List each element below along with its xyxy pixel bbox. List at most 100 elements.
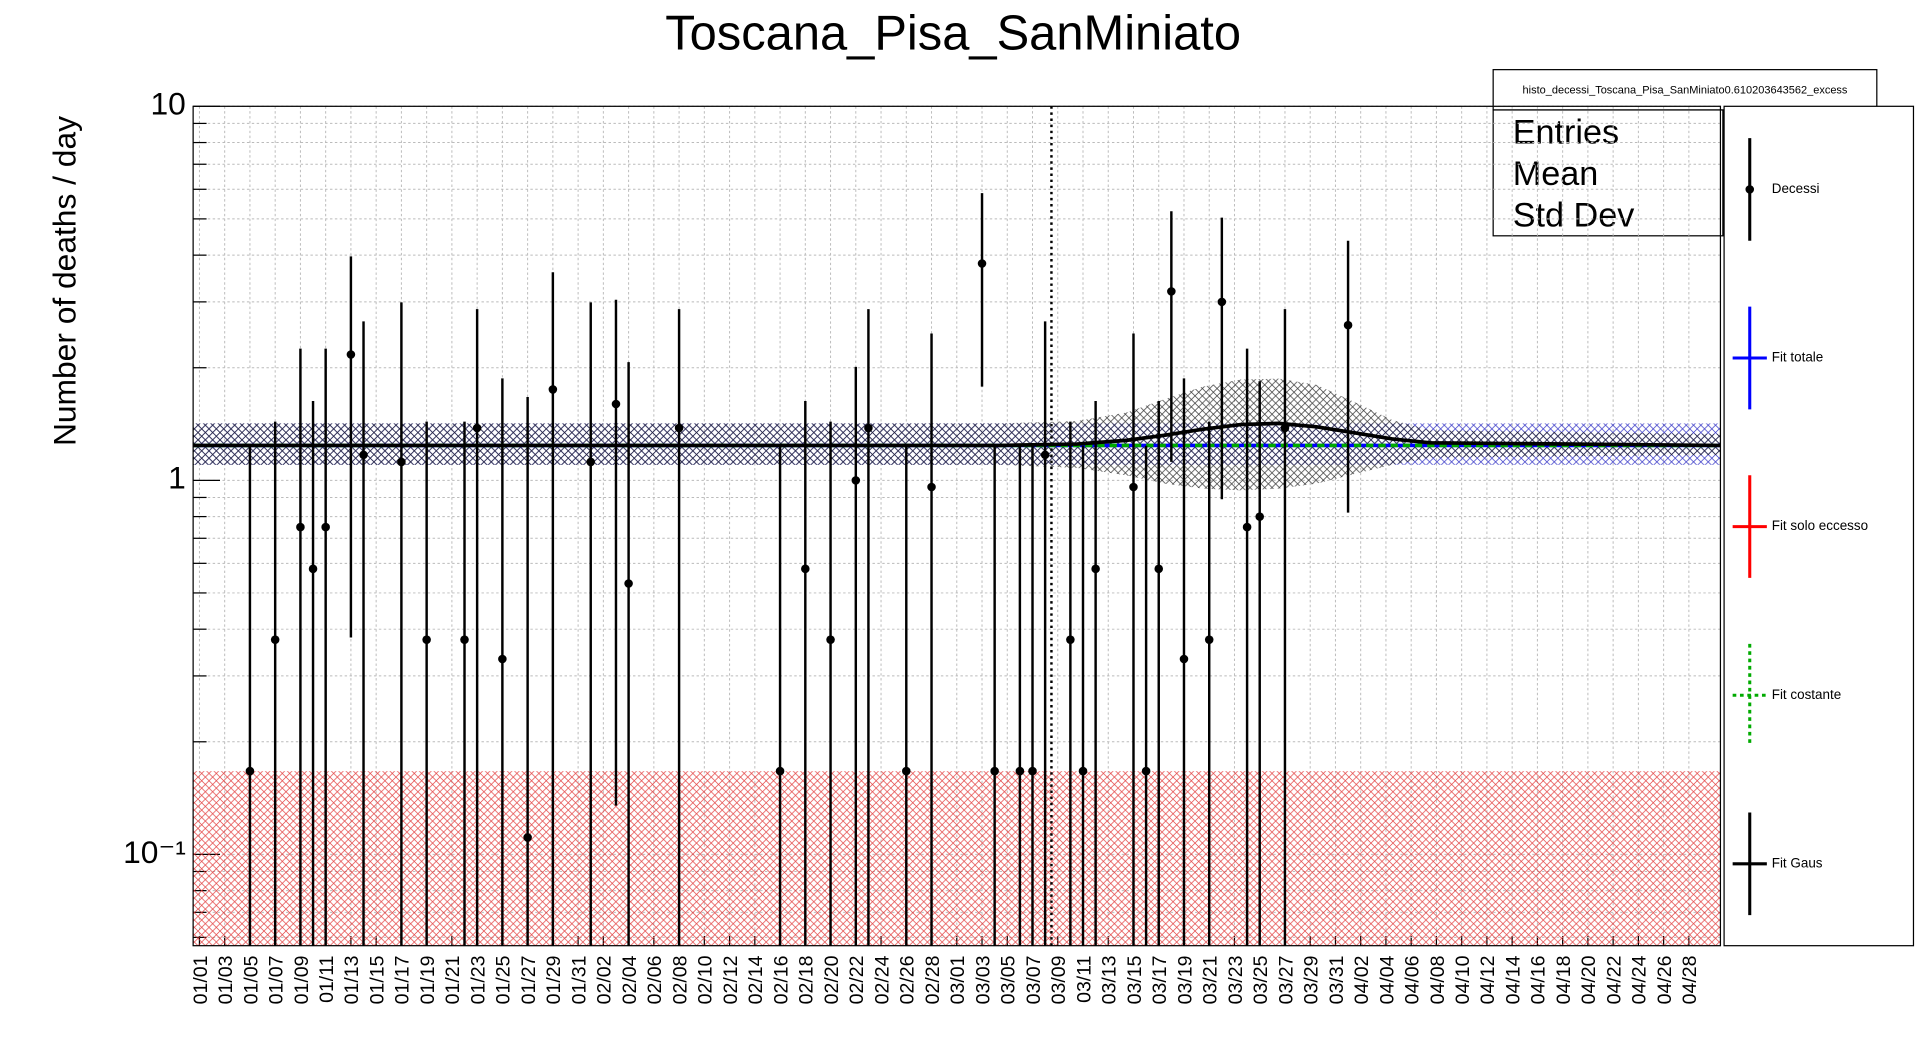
x-tick-label: 01/13 (341, 955, 363, 1004)
data-point (460, 635, 469, 644)
plot-frame (192, 105, 1722, 947)
data-point (1141, 766, 1151, 776)
x-tick-label: 04/24 (1629, 955, 1651, 1004)
x-tick-label: 04/18 (1553, 955, 1575, 1004)
x-tick-label: 03/27 (1275, 955, 1297, 1004)
x-tick-label: 04/16 (1528, 955, 1550, 1004)
data-point (1179, 654, 1189, 664)
data-point (1040, 450, 1050, 460)
data-point (1129, 482, 1138, 492)
x-tick-label: 01/07 (266, 955, 288, 1004)
data-point (523, 833, 532, 842)
error-band (193, 378, 1721, 491)
x-tick-label: 04/26 (1654, 955, 1676, 1004)
data-point (1028, 766, 1037, 776)
stats-label: Mean (1513, 155, 1599, 193)
legend-label: Fit totale (1772, 350, 1824, 365)
histogram-title-box (1492, 69, 1878, 111)
x-tick-label: 04/04 (1376, 955, 1398, 1004)
x-tick-label: 01/05 (240, 955, 262, 1004)
x-tick-label: 02/12 (720, 955, 742, 1004)
x-tick-label: 03/21 (1200, 955, 1222, 1004)
x-tick-label: 02/02 (594, 955, 616, 1004)
x-tick-label: 02/24 (871, 955, 893, 1004)
x-tick-label: 03/19 (1174, 955, 1196, 1004)
x-tick-label: 03/17 (1149, 955, 1171, 1004)
data-point (611, 399, 621, 409)
x-tick-label: 04/02 (1351, 955, 1373, 1004)
x-tick-label: 01/03 (215, 955, 237, 1004)
histogram-title: histo_decessi_Toscana_Pisa_SanMiniato0.6… (1523, 84, 1848, 96)
data-point (548, 385, 558, 394)
x-tick-label: 01/19 (417, 955, 439, 1004)
data-point (624, 579, 633, 588)
x-tick-label: 03/07 (1023, 955, 1045, 1004)
data-point (472, 423, 482, 433)
x-tick-label: 02/20 (821, 955, 843, 1004)
y-axis-label: Number of deaths / day (47, 116, 83, 446)
data-point (977, 259, 987, 268)
x-tick-label: 01/31 (568, 955, 590, 1004)
data-point (296, 522, 305, 532)
data-point (1343, 320, 1353, 330)
data-point (1066, 635, 1075, 644)
data-point (674, 423, 684, 433)
y-tick-label: 1 (168, 460, 186, 496)
data-point (359, 450, 368, 460)
x-tick-label: 02/28 (922, 955, 944, 1004)
x-tick-label: 03/11 (1073, 955, 1095, 1002)
x-tick-label: 03/09 (1048, 955, 1070, 1004)
x-tick-label: 01/11 (316, 955, 338, 1002)
x-tick-label: 02/08 (669, 955, 691, 1004)
data-point (245, 766, 255, 776)
x-tick-label: 04/10 (1452, 955, 1474, 1004)
x-tick-label: 03/03 (972, 955, 994, 1004)
x-tick-label: 04/20 (1578, 955, 1600, 1004)
chart-title: Toscana_Pisa_SanMiniato (665, 7, 1241, 61)
stats-label: Std Dev (1513, 197, 1635, 235)
x-tick-label: 01/27 (518, 955, 540, 1004)
x-tick-label: 03/23 (1225, 955, 1247, 1004)
x-tick-label: 03/15 (1124, 955, 1146, 1004)
data-point (1255, 512, 1264, 521)
x-tick-label: 04/28 (1679, 955, 1701, 1004)
x-tick-label: 03/05 (998, 955, 1020, 1004)
data-point (826, 635, 835, 644)
data-point (586, 457, 596, 467)
x-tick-label: 04/14 (1502, 955, 1524, 1004)
data-point (1167, 287, 1176, 296)
data-point (321, 522, 330, 532)
data-point (498, 654, 507, 664)
data-point (308, 564, 318, 574)
x-tick-label: 03/25 (1250, 955, 1272, 1004)
data-point (851, 476, 861, 485)
data-point (990, 766, 999, 776)
x-tick-label: 03/31 (1326, 955, 1348, 1004)
fit-line (193, 421, 1721, 448)
x-tick-label: 02/16 (770, 955, 792, 1004)
data-point (902, 766, 911, 776)
x-tick-label: 04/08 (1427, 955, 1449, 1004)
legend-label: Fit Gaus (1772, 855, 1823, 870)
x-tick-label: 01/25 (493, 955, 515, 1004)
data-point (1091, 564, 1100, 574)
x-tick-label: 01/29 (543, 955, 565, 1004)
data-point (801, 564, 810, 574)
data-point (1280, 423, 1290, 433)
x-tick-label: 02/10 (695, 955, 717, 1004)
x-tick-label: 03/13 (1099, 955, 1121, 1004)
x-tick-label: 02/04 (619, 955, 641, 1004)
x-tick-label: 04/12 (1477, 955, 1499, 1004)
x-tick-label: 01/15 (366, 955, 388, 1004)
x-tick-label: 03/01 (947, 955, 969, 1004)
data-point (1217, 297, 1227, 307)
data-point (1015, 766, 1025, 776)
y-tick-label: 10 (150, 86, 185, 122)
data-point (775, 766, 785, 776)
stats-label: Entries (1513, 113, 1619, 151)
data-point (1078, 766, 1088, 776)
y-tick-label: 10⁻¹ (123, 834, 186, 870)
data-point (1204, 635, 1214, 644)
data-point (346, 350, 356, 359)
